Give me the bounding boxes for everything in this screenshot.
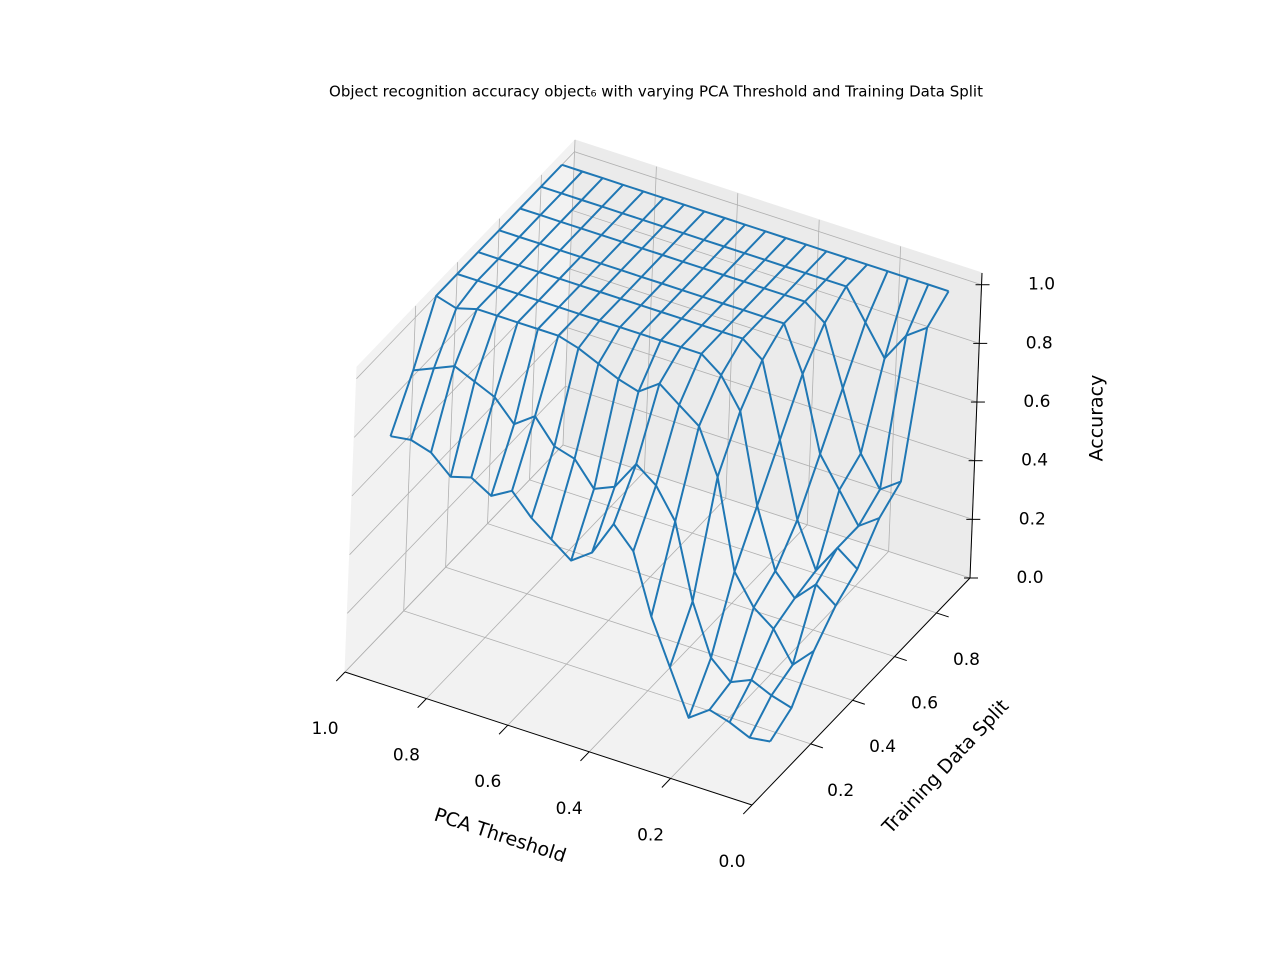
wire-column <box>430 177 604 453</box>
wire-column <box>530 210 706 519</box>
wire-column <box>650 250 828 617</box>
wire-column <box>632 243 807 552</box>
wire-column <box>409 170 584 441</box>
wire-column <box>389 164 563 437</box>
x-axis-label: PCA Threshold <box>431 804 568 867</box>
chart-title: Object recognition accuracy object₆ with… <box>329 83 983 101</box>
wire-column <box>449 184 624 477</box>
z-tick-label: 0.4 <box>1021 451 1048 471</box>
wire-column <box>748 284 930 739</box>
z-axis-line <box>969 272 983 579</box>
x-tick-mark <box>335 671 346 682</box>
wire-column <box>708 270 889 711</box>
wire-column <box>591 230 767 553</box>
y-tick-mark <box>810 743 824 749</box>
z-tick-label: 0.6 <box>1023 392 1050 412</box>
y-tick-label: 0.2 <box>827 781 854 801</box>
wire-column <box>668 257 848 668</box>
wire-row <box>413 365 793 709</box>
x-tick-label: 0.8 <box>393 746 420 766</box>
x-tick-mark <box>661 778 671 788</box>
wire-row <box>456 273 837 607</box>
wire-column <box>550 217 726 540</box>
wire-column <box>470 190 645 478</box>
z-axis-label: Accuracy <box>1086 375 1108 462</box>
x-tick-mark <box>580 751 590 762</box>
z-tick-label: 1.0 <box>1028 275 1055 295</box>
x-axis-line <box>344 671 753 806</box>
y-tick-mark <box>852 699 865 705</box>
wire-row <box>435 294 815 666</box>
wire-column <box>612 237 787 525</box>
wire-row <box>390 435 771 743</box>
wire-column <box>511 204 685 492</box>
wire-column <box>490 197 665 497</box>
x-tick-label: 1.0 <box>311 719 338 739</box>
wire-row <box>519 207 902 491</box>
z-tick-label: 0.0 <box>1016 568 1043 588</box>
x-tick-mark <box>417 698 427 709</box>
y-axis-label: Training Data Split <box>877 695 1013 838</box>
x-tick-mark <box>498 724 509 735</box>
grid-line <box>344 444 971 673</box>
wire-column <box>687 263 868 719</box>
x-tick-label: 0.4 <box>556 799 583 819</box>
wire-column <box>728 277 909 723</box>
z-tick-label: 0.2 <box>1019 509 1046 529</box>
y-axis-line <box>751 577 971 806</box>
wire-row <box>540 185 928 360</box>
grid-line <box>356 151 982 379</box>
y-tick-label: 0.8 <box>953 650 980 670</box>
y-tick-label: 0.6 <box>911 694 938 714</box>
grid-line <box>347 385 973 614</box>
wire-row <box>561 163 949 293</box>
x-tick-label: 0.2 <box>637 825 664 845</box>
x-tick-label: 0.0 <box>718 852 745 872</box>
wire-row <box>498 229 880 527</box>
wire-row <box>477 251 859 572</box>
wire-column <box>570 224 746 561</box>
grid-line <box>349 327 975 555</box>
z-tick-label: 0.8 <box>1026 333 1053 353</box>
y-tick-label: 0.4 <box>869 737 896 757</box>
x-tick-mark <box>742 804 753 815</box>
y-tick-mark <box>894 656 907 662</box>
y-tick-mark <box>936 612 949 618</box>
x-tick-label: 0.6 <box>474 772 501 792</box>
wire-column <box>769 290 950 743</box>
